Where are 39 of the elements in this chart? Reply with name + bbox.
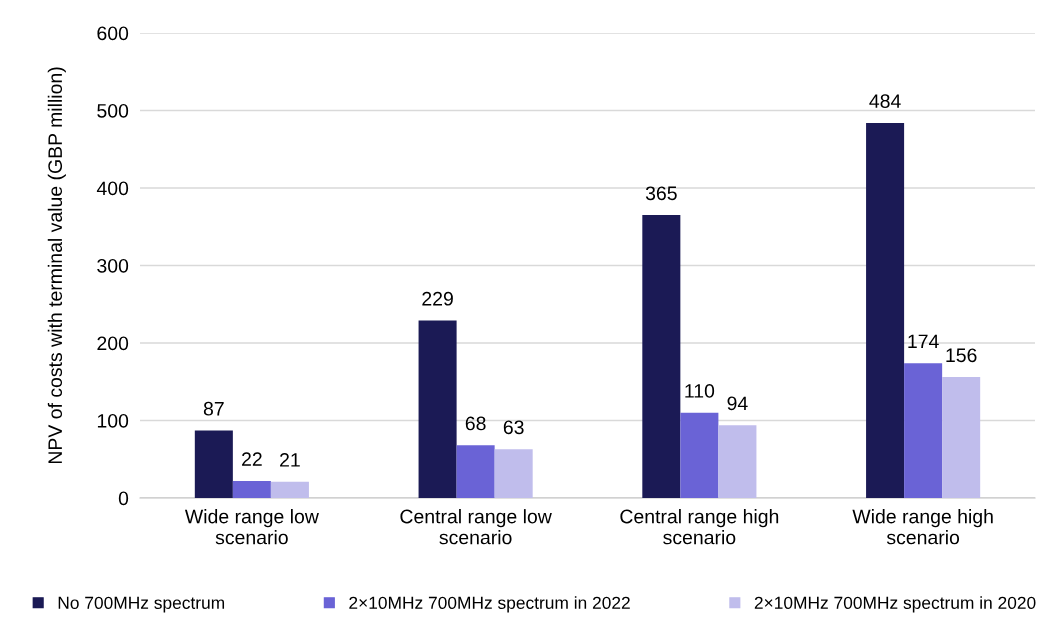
data-label: 229	[422, 291, 453, 306]
x-tick-label: Central range high scenario	[620, 509, 779, 545]
x-tick-label: Wide range high scenario	[852, 509, 993, 545]
y-tick-label: 300	[97, 258, 129, 273]
data-label: 87	[203, 401, 224, 416]
data-label: 484	[869, 94, 901, 108]
bar	[494, 449, 533, 498]
legend-label: 2×10MHz 700MHz spectrum in 2020	[754, 596, 1036, 613]
bar	[904, 363, 943, 498]
bar	[680, 412, 719, 498]
legend-label: 2×10MHz 700MHz spectrum in 2022	[349, 596, 630, 613]
data-label: 63	[503, 420, 524, 435]
legend-label: No 700MHz spectrum	[58, 596, 225, 613]
data-label: 365	[645, 186, 677, 201]
data-label: 94	[727, 396, 748, 411]
y-axis-title: NPV of costs with terminal value (GBP million)	[47, 67, 66, 464]
y-tick-label: 200	[97, 336, 129, 351]
data-label: 174	[908, 334, 939, 348]
y-tick-label: 400	[96, 181, 129, 196]
data-label: 110	[685, 384, 715, 398]
y-tick-label: 100	[97, 413, 129, 428]
bar	[866, 122, 905, 498]
y-tick-label: 500	[97, 103, 129, 118]
bar	[194, 430, 233, 498]
data-label: 21	[280, 453, 300, 467]
bar	[232, 480, 271, 498]
x-tick-label: Wide range low scenario	[184, 509, 319, 545]
y-tick-label: 600	[97, 26, 129, 41]
data-label: 156	[946, 348, 977, 363]
bar	[456, 445, 495, 498]
x-tick-label: Central range low scenario	[400, 509, 552, 545]
data-label: 68	[465, 416, 486, 431]
y-tick-label: 0	[118, 491, 129, 506]
bar	[270, 481, 309, 498]
bar	[718, 425, 757, 498]
bar	[642, 215, 681, 498]
bar	[942, 377, 981, 498]
bar	[418, 320, 457, 498]
data-label: 22	[242, 452, 262, 466]
